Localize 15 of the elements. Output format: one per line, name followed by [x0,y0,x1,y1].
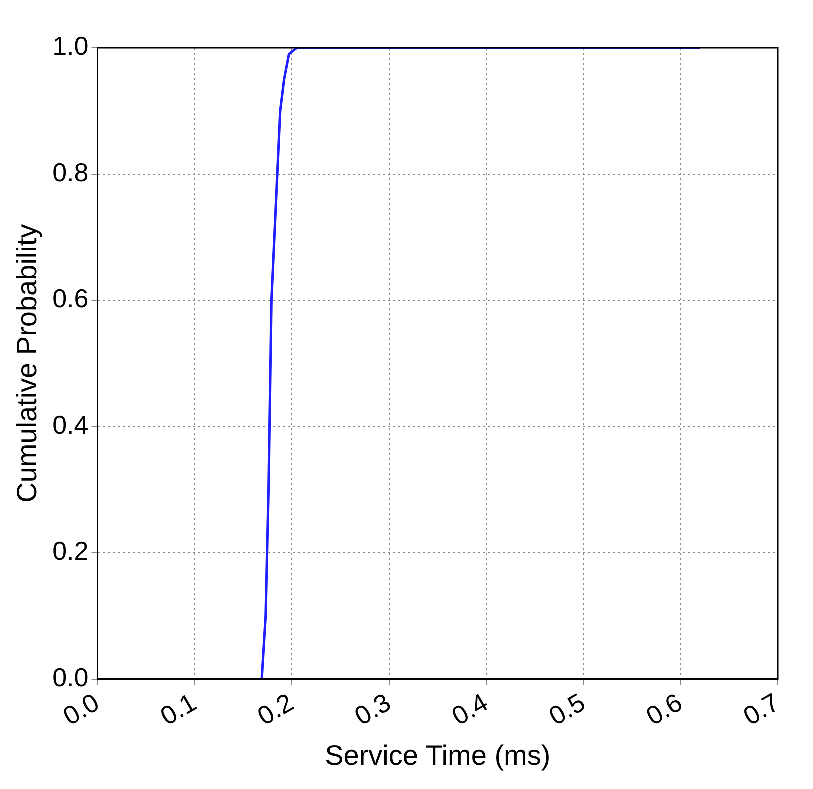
x-axis-title: Service Time (ms) [325,740,551,771]
y-tick-label: 0.0 [52,662,89,692]
x-tick-label: 0.5 [544,687,590,732]
x-tick-label: 0.2 [252,687,299,732]
x-tick-label: 0.4 [446,687,494,732]
x-tick-label: 0.3 [350,687,396,732]
y-tick-label: 1.0 [52,31,89,62]
y-tick-label: 0.6 [52,284,89,314]
y-tick-label: 0.2 [52,536,89,566]
y-tick-label: 0.8 [52,157,89,188]
x-tick-label: 0.7 [738,687,785,732]
y-axis-title: Cumulative Probability [12,224,43,503]
y-tick-label: 0.4 [52,410,89,440]
x-tick-label: 0.1 [155,687,202,732]
x-tick-label: 0.6 [641,687,688,732]
